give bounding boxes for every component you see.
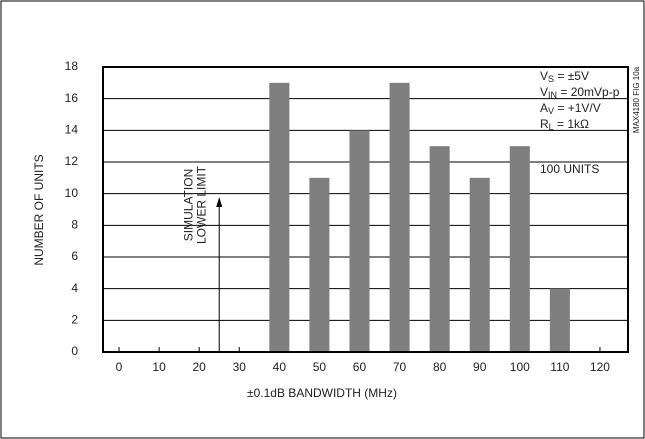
x-axis-title: ±0.1dB BANDWIDTH (MHz) [247,386,397,400]
condition-symbol: V [540,85,548,99]
x-tick-label: 100 [510,360,530,374]
y-tick-label: 2 [71,313,78,327]
x-tick-label: 120 [590,360,610,374]
y-tick-label: 18 [65,59,79,73]
annotation-text: SIMULATION [181,169,195,241]
condition: RL = 1kΩ [540,117,589,132]
y-tick-label: 16 [65,91,79,105]
y-axis-title: NUMBER OF UNITS [32,154,46,265]
bar [509,146,530,352]
plot-border [102,66,629,353]
x-tick-label: 90 [473,360,487,374]
y-tick-label: 0 [71,344,78,358]
condition-subscript: IN [548,90,557,100]
x-tick-label: 60 [353,360,367,374]
x-tick-label: 20 [193,360,207,374]
x-tick-label: 50 [313,360,327,374]
condition-subscript: S [548,74,554,84]
x-tick-label: 40 [273,360,287,374]
condition: AV = +1V/V [540,101,601,116]
y-tick-label: 4 [71,281,78,295]
arrow-head [216,197,223,207]
condition-symbol: R [540,117,549,131]
bar [309,177,330,352]
bar [349,130,370,352]
condition-value: = 20mVp-p [557,85,620,99]
condition-value: = +1V/V [554,101,601,115]
condition-symbol: A [540,101,548,115]
bar [429,146,450,352]
x-tick-label: 70 [393,360,407,374]
y-tick-label: 14 [65,123,79,137]
bar [269,82,290,352]
x-tick-label: 10 [152,360,166,374]
y-tick-label: 12 [65,154,79,168]
condition-value: = ±5V [554,69,589,83]
bar [549,288,570,352]
y-tick-label: 10 [65,186,79,200]
condition: VIN = 20mVp-p [540,85,620,100]
x-tick-label: 110 [550,360,569,374]
y-tick-label: 6 [71,249,78,263]
x-tick-label: 80 [433,360,447,374]
figure-id: MAX4180 FIG 10a [632,66,641,133]
y-tick-label: 8 [71,218,78,232]
condition-value: = 1kΩ [554,117,589,131]
annotation-text: LOWER LIMIT [194,165,208,244]
bar [469,177,490,352]
x-tick-label: 0 [116,360,123,374]
note: 100 UNITS [540,162,599,176]
condition-subscript: L [549,122,554,132]
condition-symbol: V [540,69,548,83]
condition: VS = ±5V [540,69,589,84]
bar [389,82,410,352]
x-tick-label: 30 [233,360,247,374]
condition-subscript: V [548,106,554,116]
